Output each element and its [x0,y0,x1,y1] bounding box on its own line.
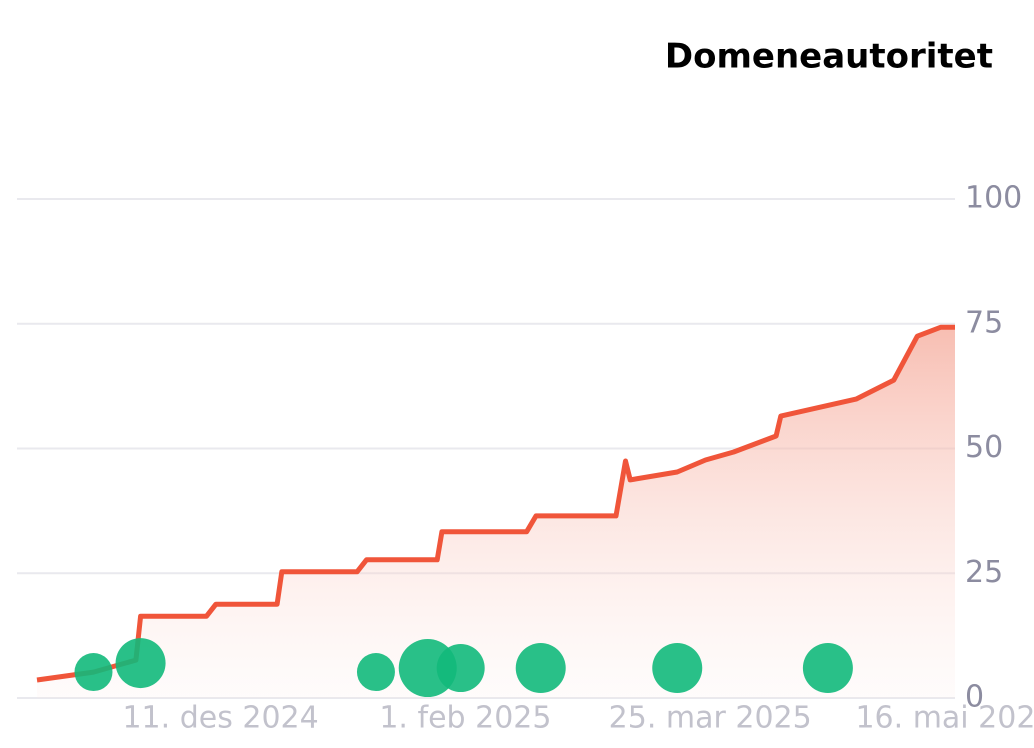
x-tick-label: 11. des 2024 [122,701,318,736]
bubble [515,643,566,694]
x-tick-label: 16. mai 2025 [855,701,1034,736]
bubble [74,653,113,692]
x-tick-label: 25. mar 2025 [609,701,812,736]
line [36,324,955,683]
area-fill [37,327,955,698]
y-tick-label: 75 [965,305,1003,340]
chart-title: Domeneautoritet [665,37,993,77]
bubble [356,653,395,692]
bubble [652,643,703,694]
bubble [115,638,166,689]
bubble [802,643,853,694]
y-tick-label: 50 [965,430,1003,465]
x-tick-label: 1. feb 2025 [379,701,551,736]
y-tick-label: 0 [965,680,984,715]
y-tick-label: 100 [965,181,1022,216]
y-tick-label: 25 [965,555,1003,590]
bubble [436,644,485,693]
